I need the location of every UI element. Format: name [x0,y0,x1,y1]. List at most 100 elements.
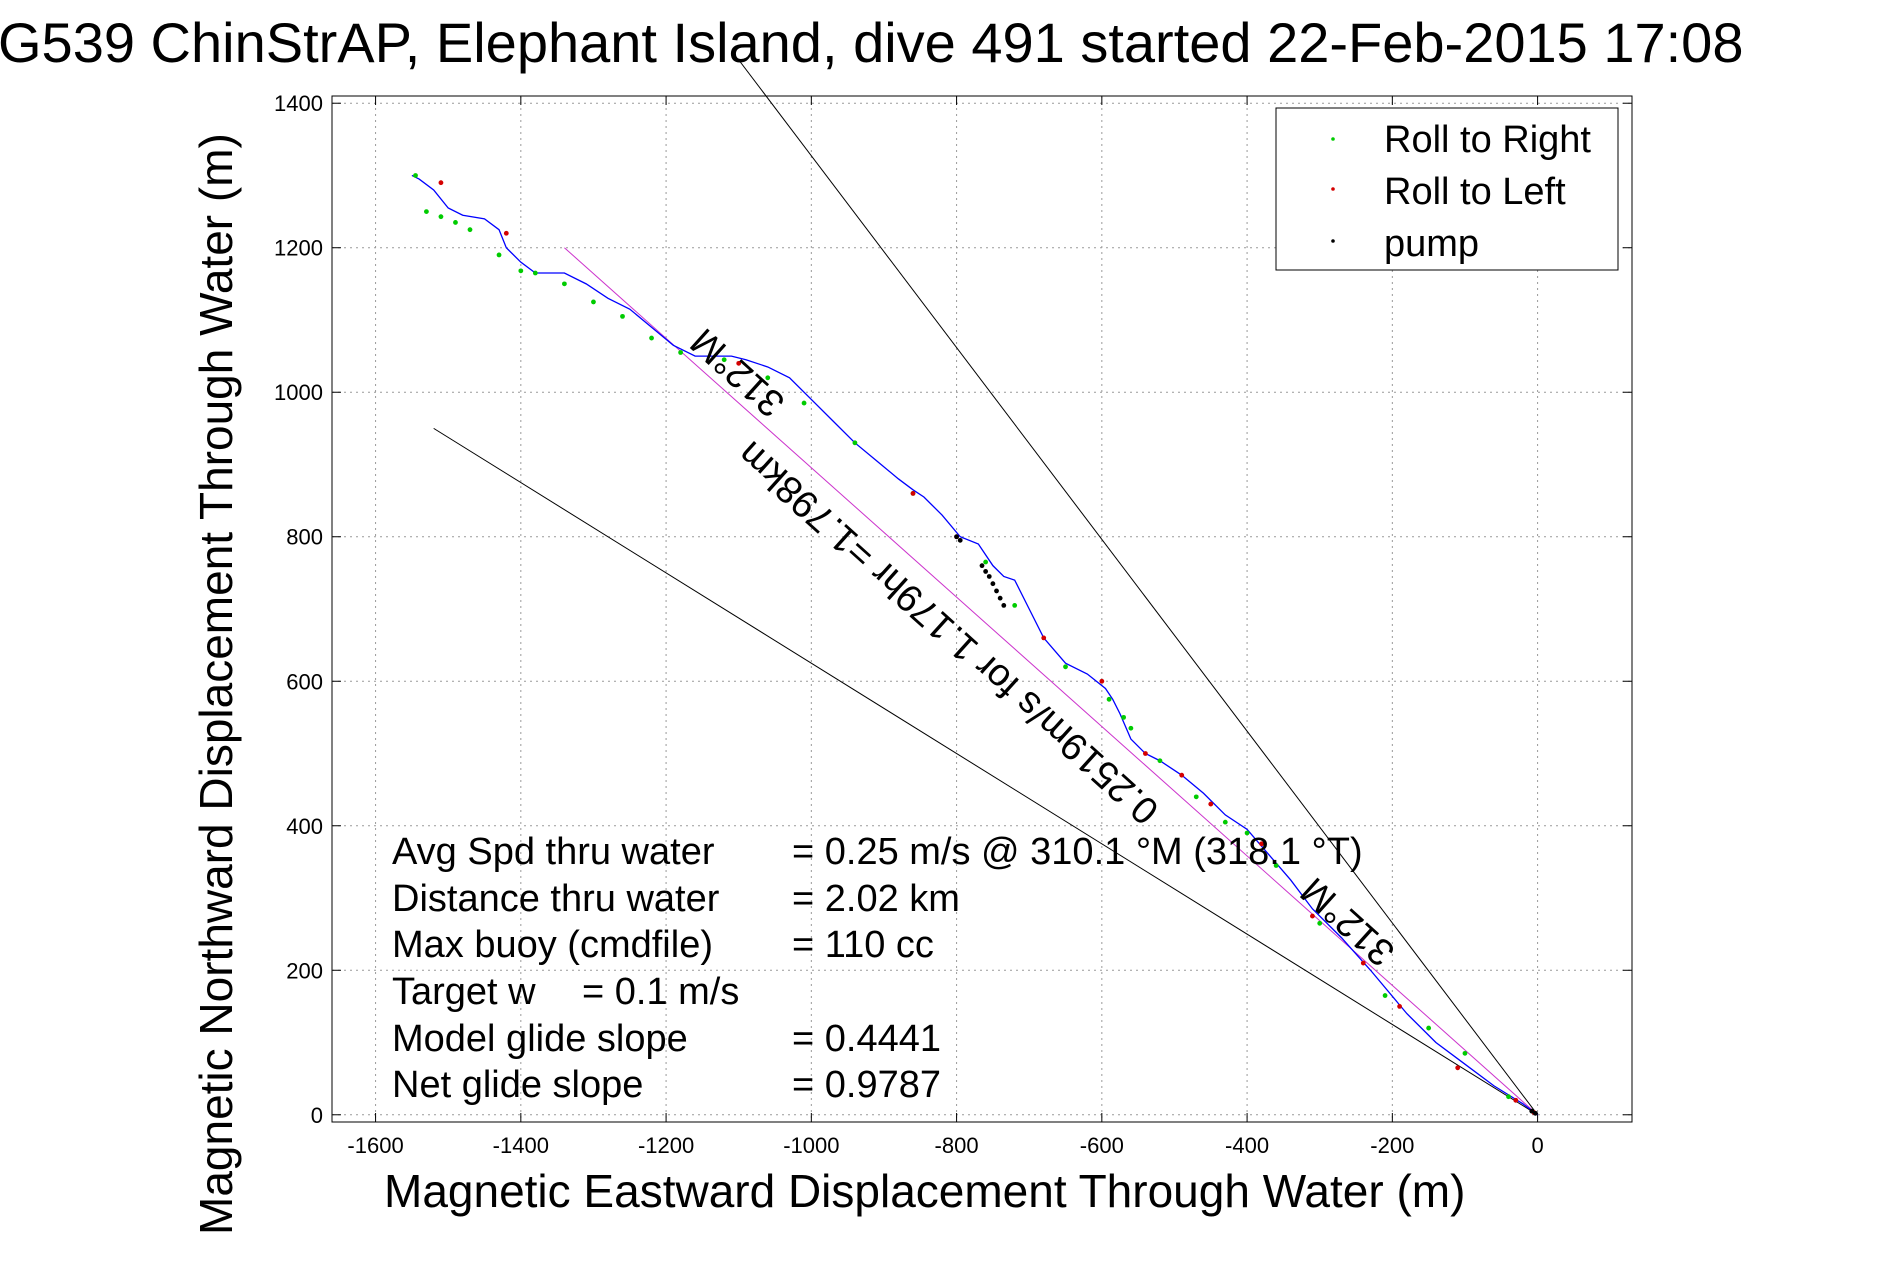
y-tick-label: 1200 [274,236,323,261]
reference-line [738,59,1538,1116]
roll-to-right-point [496,252,502,258]
stat-label-distance: Distance thru water [392,878,720,920]
roll-to-right-point [801,400,807,406]
roll-to-left-point [1143,751,1148,756]
x-tick-label: -1400 [493,1133,549,1158]
x-tick-label: -1200 [638,1133,694,1158]
legend-marker-pump [1331,239,1335,243]
x-tick-label: -400 [1225,1133,1269,1158]
roll-to-right-point [1193,794,1199,800]
roll-to-right-point [765,375,771,381]
roll-to-left-point [1455,1065,1461,1071]
roll-to-right-point [1426,1025,1432,1031]
stat-label-max-buoy: Max buoy (cmdfile) [392,924,713,966]
roll-to-right-point [1273,863,1279,868]
roll-to-right-point [518,268,524,274]
x-tick-label: -1600 [347,1133,403,1158]
roll-to-left-point [1179,772,1185,778]
roll-to-right-point [1157,758,1163,764]
reference-lines [433,59,1538,1116]
roll-to-right-point [591,299,596,305]
y-tick-label: 200 [286,958,323,983]
roll-to-left-point [1360,960,1366,966]
roll-to-left-point [1208,801,1214,807]
roll-to-left-point [1397,1003,1402,1009]
ticks: -1600 -1400 -1200 -1000 -800 -600 -400 -200 0 0 20… [274,91,1632,1158]
reference-line [564,247,1538,1116]
y-tick-label: 800 [286,525,323,550]
roll-to-right-point [467,227,473,233]
roll-to-right-point [1128,725,1134,731]
roll-to-right-point [620,313,625,319]
roll-to-left-point [503,230,509,236]
roll-to-right-point [1121,714,1127,720]
roll-to-right-point [413,173,418,178]
chart-title: G539 ChinStrAP, Elephant Island, dive 49… [0,11,1743,74]
legend-label-roll-left: Roll to Left [1384,171,1566,213]
roll-to-left-point [1041,635,1047,641]
pump-point [986,574,992,579]
pump-point [1529,1108,1535,1114]
x-tick-label: -600 [1080,1133,1124,1158]
legend-label-roll-right: Roll to Right [1384,119,1591,161]
grid [332,96,1632,1122]
roll-to-left-point [1099,678,1105,684]
series-group [411,173,1538,1116]
pump-point [979,563,985,569]
roll-to-right-point [1012,602,1018,608]
reference-line [433,427,1538,1116]
roll-to-left-point [736,360,742,366]
stat-value-model-glide: = 0.4441 [792,1018,941,1060]
x-tick-label: -800 [935,1133,979,1158]
pump-point [990,581,996,587]
pump-point [957,537,963,543]
roll-to-right-point [721,357,727,363]
stat-value-net-glide: = 0.9787 [792,1064,941,1106]
stat-value-target-w: = 0.1 m/s [582,971,739,1013]
roll-to-left-point [910,490,916,496]
x-tick-label: -1000 [783,1133,839,1158]
x-tick-label: -200 [1370,1133,1414,1158]
pump-point [997,595,1003,601]
legend: Roll to Right Roll to Left pump [1275,107,1619,271]
roll-to-left-point [1310,913,1315,919]
stat-value-avg-speed: = 0.25 m/s @ 310.1 °M (318.1 °T) [792,831,1363,873]
roll-to-right-point [1063,664,1068,670]
roll-to-right-point [532,270,538,276]
stat-label-target-w: Target w [392,971,536,1013]
roll-to-right-point [649,335,654,341]
pump-point [954,534,959,540]
y-tick-label: 1000 [274,380,323,405]
legend-marker-roll-right [1331,137,1335,141]
y-axis-title: Magnetic Northward Displacement Through … [190,133,242,1235]
roll-to-left-point [1513,1097,1519,1103]
roll-to-left-point [438,180,444,186]
roll-to-right-point [1462,1050,1468,1056]
roll-to-right-point [678,350,684,355]
pump-point [983,569,989,574]
y-tick-label: 0 [311,1103,323,1128]
roll-to-right-point [1382,993,1388,998]
stat-label-model-glide: Model glide slope [392,1018,688,1060]
y-tick-label: 400 [286,814,323,839]
stat-value-distance: = 2.02 km [792,878,960,920]
stats-block: Avg Spd thru water = 0.25 m/s @ 310.1 °M… [392,831,1363,1106]
roll-to-right-point [1506,1094,1511,1100]
roll-to-right-point [424,209,429,215]
roll-to-left-point [1259,841,1265,847]
y-tick-label: 1400 [274,91,323,116]
stat-label-net-glide: Net glide slope [392,1064,643,1106]
roll-to-right-point [438,214,444,220]
roll-to-right-point [562,281,567,287]
x-tick-label: 0 [1531,1133,1543,1158]
stat-label-avg-speed: Avg Spd thru water [392,831,715,873]
roll-to-right-point [1317,920,1323,926]
track-line [411,174,1538,1116]
legend-label-pump: pump [1384,223,1479,265]
pump-point [1533,1110,1538,1116]
legend-marker-roll-left [1331,187,1335,191]
roll-to-right-point [1106,696,1112,702]
roll-to-right-point [983,559,989,565]
roll-to-right-point [852,440,858,446]
stat-value-max-buoy: = 110 cc [792,924,934,966]
